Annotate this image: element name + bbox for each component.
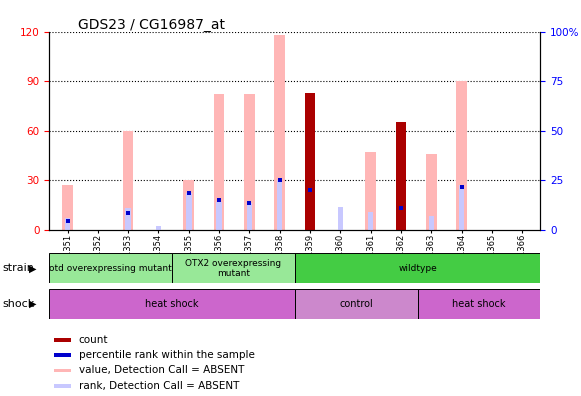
Bar	[49, 253, 172, 283]
Bar	[295, 253, 540, 283]
Bar	[247, 203, 252, 230]
Bar	[295, 289, 418, 319]
Text: heat shock: heat shock	[145, 299, 199, 309]
Bar	[172, 253, 295, 283]
Bar	[54, 369, 71, 372]
Text: strain: strain	[3, 263, 35, 273]
Bar	[125, 208, 131, 230]
Bar	[365, 152, 376, 230]
Text: control: control	[339, 299, 373, 309]
Bar	[426, 154, 436, 230]
Bar	[368, 211, 374, 230]
Text: wildtype: wildtype	[398, 264, 437, 273]
Bar	[184, 180, 194, 230]
Text: heat shock: heat shock	[452, 299, 505, 309]
Text: otd overexpressing mutant: otd overexpressing mutant	[49, 264, 172, 273]
Text: GDS23 / CG16987_at: GDS23 / CG16987_at	[78, 18, 225, 32]
Bar	[418, 289, 540, 319]
Text: ▶: ▶	[29, 299, 37, 309]
Text: count: count	[79, 335, 108, 345]
Bar	[123, 131, 134, 230]
Bar	[429, 217, 434, 230]
Bar	[65, 218, 70, 230]
Bar	[456, 81, 467, 230]
Text: shock: shock	[3, 299, 35, 309]
Text: OTX2 overexpressing
mutant: OTX2 overexpressing mutant	[185, 259, 282, 278]
Bar	[54, 353, 71, 357]
Text: value, Detection Call = ABSENT: value, Detection Call = ABSENT	[79, 366, 244, 375]
Bar	[459, 185, 464, 230]
Bar	[49, 289, 295, 319]
Text: percentile rank within the sample: percentile rank within the sample	[79, 350, 254, 360]
Bar	[277, 180, 282, 230]
Bar	[216, 202, 222, 230]
Bar	[396, 122, 406, 230]
Bar	[62, 185, 73, 230]
Text: rank, Detection Call = ABSENT: rank, Detection Call = ABSENT	[79, 381, 239, 391]
Bar	[214, 94, 224, 230]
Bar	[156, 227, 161, 230]
Bar	[186, 193, 192, 230]
Bar	[274, 35, 285, 230]
Bar	[244, 94, 254, 230]
Bar	[338, 207, 343, 230]
Bar	[304, 93, 315, 230]
Bar	[54, 384, 71, 388]
Text: ▶: ▶	[29, 263, 37, 273]
Bar	[54, 338, 71, 342]
